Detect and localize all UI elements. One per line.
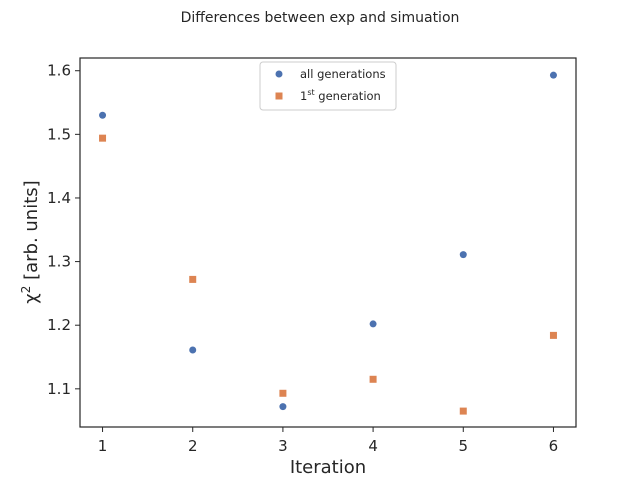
plot-area: 1 2 3 4 5 6 1.1 1.2 1.3 1.4 1.5 1.6 [47,57,577,455]
data-point-first-generation [549,331,557,339]
data-point-first-generation [459,407,467,415]
series-all-generations [99,71,557,411]
y-tick-label: 1.3 [47,253,71,271]
data-point-all-generations [549,71,557,79]
chart-title: Differences between exp and simuation [181,10,460,26]
data-point-first-generation [189,275,197,283]
data-point-first-generation [99,134,107,142]
y-tick-label: 1.5 [47,125,71,143]
y-axis-label: χ2 [arb. units] [19,180,42,303]
data-point-first-generation [279,389,287,397]
data-point-all-generations [459,251,467,259]
legend-marker-all-generations [275,70,283,78]
series-first-generation [99,134,557,415]
legend: all generations 1st generation [259,61,397,111]
plot-frame [79,57,577,428]
y-tick-label: 1.1 [47,380,71,398]
x-tick-label: 4 [368,437,378,455]
data-point-all-generations [369,320,377,328]
data-point-all-generations [279,403,287,411]
x-tick-label: 3 [278,437,288,455]
legend-label-all-generations: all generations [300,67,386,81]
data-point-all-generations [99,111,107,119]
legend-box [259,61,397,111]
x-tick-label: 6 [549,437,559,455]
legend-label-first-generation: 1st generation [300,88,381,103]
y-axis-label-main: χ [21,293,42,303]
data-point-first-generation [369,375,377,383]
x-tick-label: 1 [98,437,108,455]
data-point-all-generations [189,346,197,354]
y-tick-label: 1.2 [47,316,71,334]
y-axis-label-rest: [arb. units] [21,180,42,285]
y-axis: 1.1 1.2 1.3 1.4 1.5 1.6 [47,62,80,398]
x-axis-label: Iteration [290,457,366,478]
y-tick-label: 1.4 [47,189,71,207]
y-tick-label: 1.6 [47,62,71,80]
legend-marker-first-generation [275,92,283,100]
x-tick-label: 5 [458,437,468,455]
y-axis-label-sup: 2 [19,286,33,294]
x-axis: 1 2 3 4 5 6 [98,427,558,455]
x-tick-label: 2 [188,437,198,455]
